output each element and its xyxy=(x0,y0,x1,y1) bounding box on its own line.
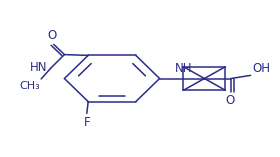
Text: O: O xyxy=(225,94,234,107)
Text: F: F xyxy=(83,116,90,129)
Text: CH₃: CH₃ xyxy=(19,81,40,90)
Text: O: O xyxy=(48,29,57,42)
Text: NH: NH xyxy=(175,62,192,75)
Text: HN: HN xyxy=(30,61,48,74)
Text: OH: OH xyxy=(252,62,270,75)
